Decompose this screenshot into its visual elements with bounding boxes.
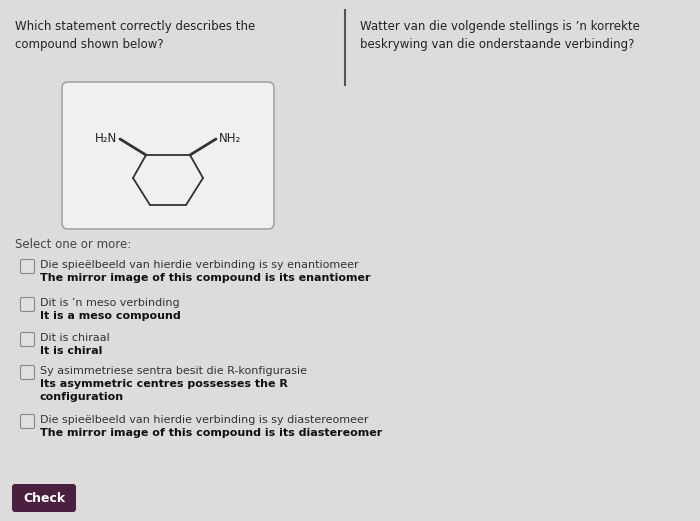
Text: configuration: configuration <box>40 392 124 402</box>
Text: H₂N: H₂N <box>94 131 117 144</box>
Text: The mirror image of this compound is its diastereomer: The mirror image of this compound is its… <box>40 428 382 438</box>
FancyBboxPatch shape <box>20 259 34 274</box>
Text: It is a meso compound: It is a meso compound <box>40 311 181 321</box>
Text: Sy asimmetriese sentra besit die R-konfigurasie: Sy asimmetriese sentra besit die R-konfi… <box>40 366 307 376</box>
Text: Which statement correctly describes the
compound shown below?: Which statement correctly describes the … <box>15 20 255 51</box>
Text: It is chiral: It is chiral <box>40 346 102 356</box>
FancyBboxPatch shape <box>12 484 76 512</box>
Text: Check: Check <box>23 491 65 504</box>
FancyBboxPatch shape <box>20 366 34 379</box>
Text: Die spieëlbeeld van hierdie verbinding is sy diastereomeer: Die spieëlbeeld van hierdie verbinding i… <box>40 415 368 425</box>
Text: Die spieëlbeeld van hierdie verbinding is sy enantiomeer: Die spieëlbeeld van hierdie verbinding i… <box>40 260 358 270</box>
Text: Dit is ’n meso verbinding: Dit is ’n meso verbinding <box>40 298 180 308</box>
Text: Select one or more:: Select one or more: <box>15 238 132 251</box>
Text: Its asymmetric centres possesses the R: Its asymmetric centres possesses the R <box>40 379 288 389</box>
FancyBboxPatch shape <box>20 297 34 312</box>
Text: NH₂: NH₂ <box>219 131 241 144</box>
FancyBboxPatch shape <box>20 415 34 428</box>
FancyBboxPatch shape <box>20 332 34 346</box>
Text: Watter van die volgende stellings is ’n korrekte
beskrywing van die onderstaande: Watter van die volgende stellings is ’n … <box>360 20 640 51</box>
Text: The mirror image of this compound is its enantiomer: The mirror image of this compound is its… <box>40 273 370 283</box>
Text: Dit is chiraal: Dit is chiraal <box>40 333 110 343</box>
FancyBboxPatch shape <box>62 82 274 229</box>
